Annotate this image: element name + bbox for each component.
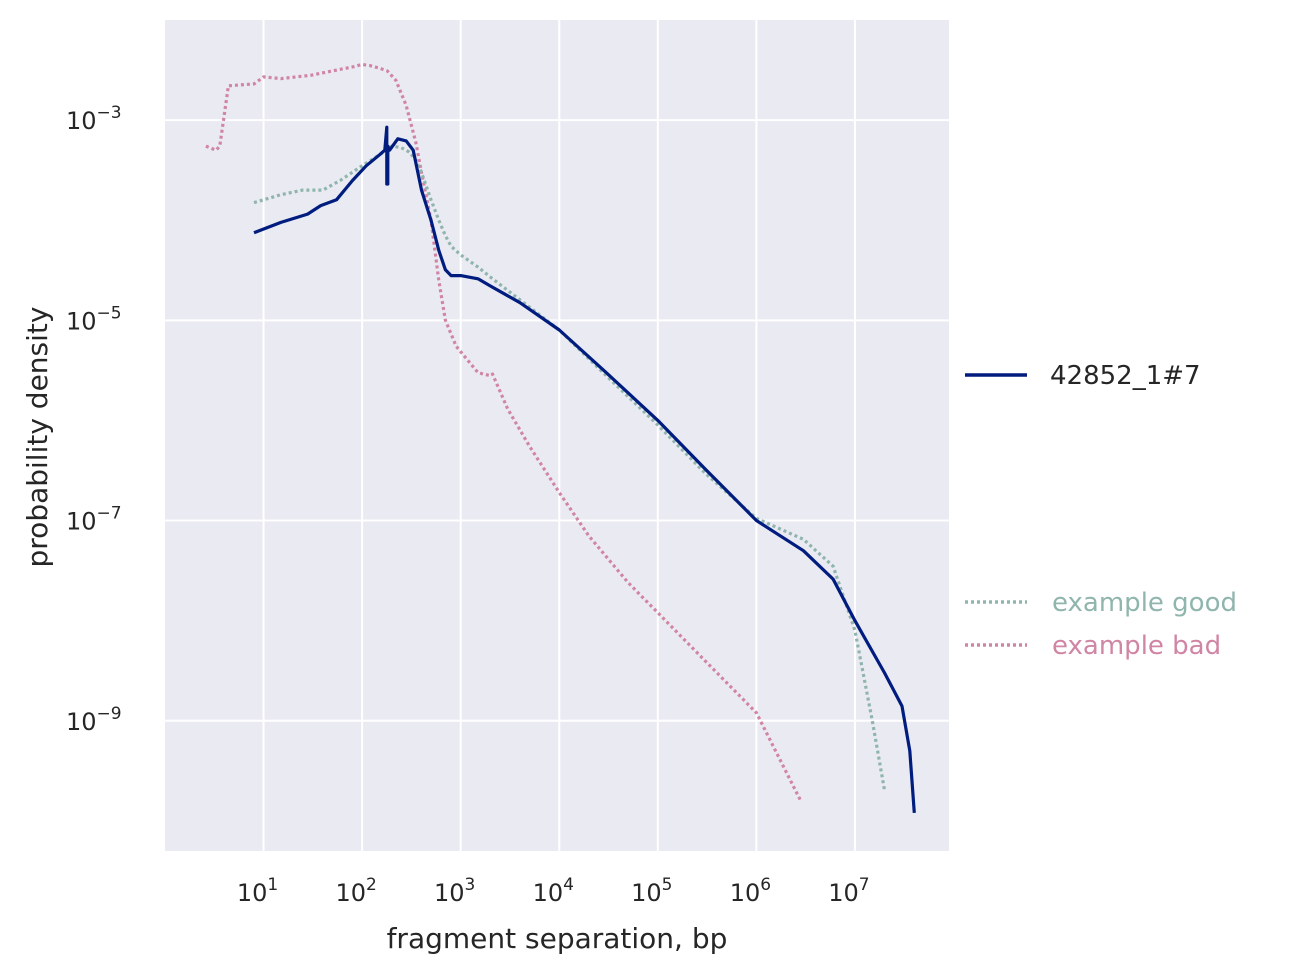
x-tick-label: 102 (335, 875, 376, 907)
legend-label-42852: 42852_1#7 (1050, 361, 1201, 391)
x-axis-tick-labels: 101 102 103 104 105 106 107 (237, 875, 870, 907)
x-tick-label: 104 (533, 875, 574, 907)
series-line (253, 144, 887, 791)
legend-label-example-good: example good (1052, 588, 1237, 618)
x-tick-label: 106 (730, 875, 771, 907)
series-line (205, 62, 802, 802)
x-axis-title: fragment separation, bp (387, 922, 728, 955)
x-tick-label: 101 (237, 875, 278, 907)
series-layer (205, 62, 916, 814)
y-tick-label: 10−3 (66, 103, 122, 135)
legend: 42852_1#7 example good example bad (965, 361, 1237, 661)
series-line (253, 125, 916, 814)
x-tick-label: 105 (631, 875, 672, 907)
y-tick-label: 10−5 (66, 303, 122, 335)
series-example-bad (205, 62, 802, 802)
x-tick-label: 107 (828, 875, 869, 907)
y-tick-label: 10−9 (66, 704, 122, 736)
plot-area-background (165, 20, 949, 851)
y-axis-title: probability density (21, 307, 54, 568)
y-axis-tick-labels: 10−3 10−5 10−7 10−9 (66, 103, 122, 736)
x-tick-label: 103 (434, 875, 475, 907)
grid (165, 20, 949, 851)
y-tick-label: 10−7 (66, 504, 122, 536)
series-42852-1-7 (253, 125, 916, 814)
legend-label-example-bad: example bad (1052, 631, 1221, 661)
